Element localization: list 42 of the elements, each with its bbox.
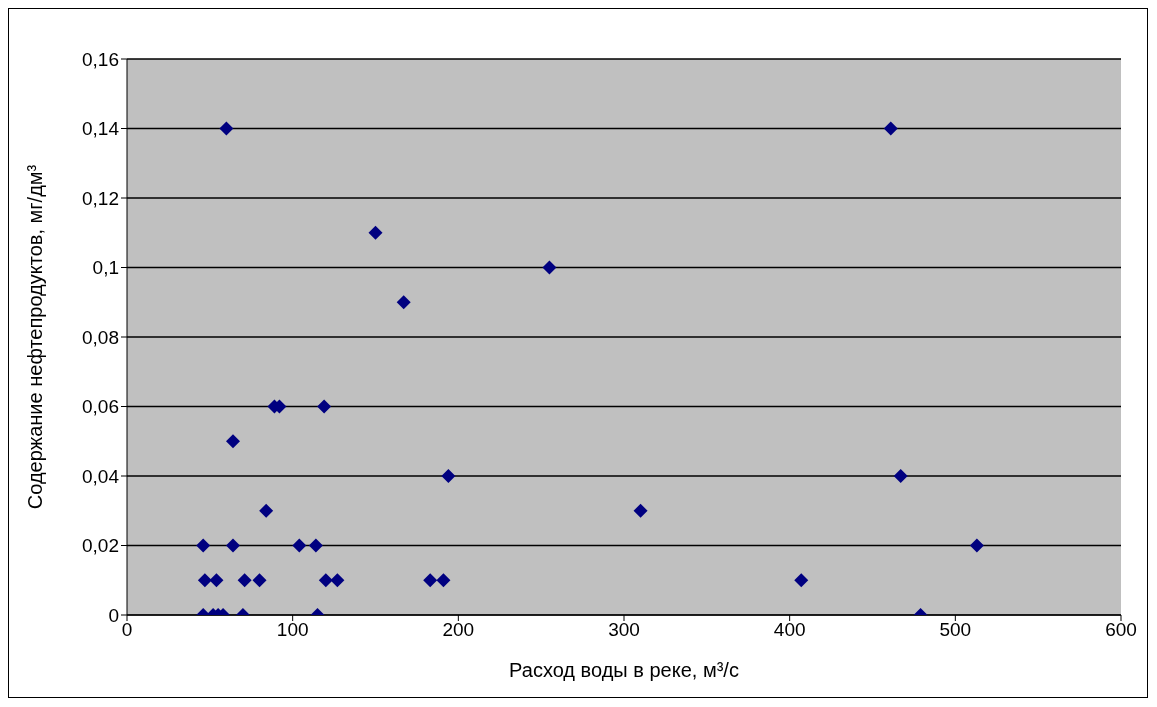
y-tick-label: 0,16 <box>82 48 119 70</box>
point <box>252 573 267 588</box>
x-tick-label: 500 <box>939 619 972 641</box>
point <box>317 399 332 414</box>
y-tick-label: 0,1 <box>92 257 119 279</box>
point <box>436 573 451 588</box>
point <box>368 225 383 240</box>
point <box>226 434 241 449</box>
y-tick-label: 0,08 <box>82 326 119 348</box>
point <box>330 573 345 588</box>
y-tick-label: 0,06 <box>82 396 119 418</box>
point <box>219 121 234 136</box>
point <box>197 573 212 588</box>
point <box>396 295 411 310</box>
y-tick-label: 0,14 <box>82 118 120 140</box>
point <box>633 503 648 518</box>
x-tick-label: 100 <box>276 619 309 641</box>
point <box>969 538 984 553</box>
y-tick-label: 0,04 <box>82 465 120 487</box>
y-tick-label: 0,12 <box>82 187 119 209</box>
point <box>441 469 456 483</box>
x-axis-title: Расход воды в реке, м³/с <box>509 659 739 681</box>
point <box>542 260 557 275</box>
x-tick-label: 200 <box>442 619 475 641</box>
point <box>794 573 809 588</box>
point <box>308 538 323 553</box>
point <box>318 573 333 588</box>
x-tick-label: 300 <box>608 619 640 641</box>
point <box>423 573 438 588</box>
point <box>196 538 211 553</box>
point <box>237 573 252 588</box>
point <box>209 573 224 588</box>
y-axis-title: Содержание нефтепродуктов, мг/дм³ <box>24 164 47 510</box>
point <box>292 538 307 553</box>
point <box>883 121 898 136</box>
x-tick-label: 400 <box>773 619 806 641</box>
point <box>259 503 274 518</box>
x-tick-label: 600 <box>1105 619 1137 641</box>
point <box>893 469 908 483</box>
point <box>226 538 241 553</box>
y-tick-label: 0 <box>108 604 119 626</box>
y-tick-label: 0,02 <box>82 535 119 557</box>
